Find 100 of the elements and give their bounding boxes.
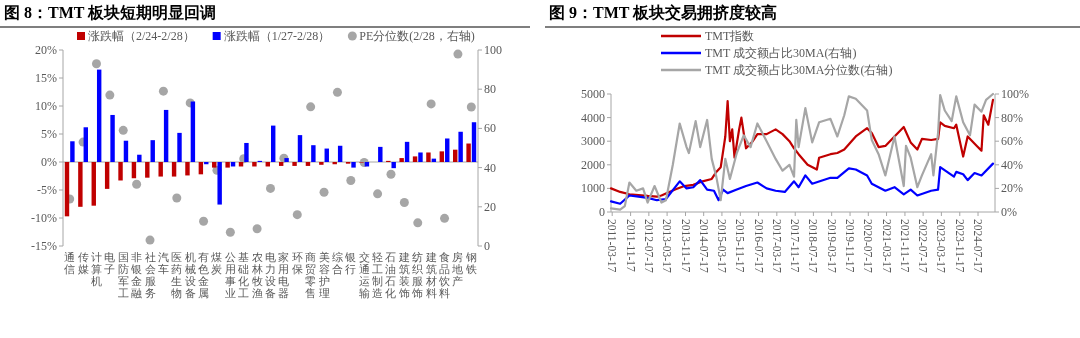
bar bbox=[137, 154, 142, 162]
x-tick-label: 2013-11-17 bbox=[679, 219, 692, 273]
legend-item: 涨跌幅（2/24-2/28） bbox=[77, 29, 195, 43]
bar bbox=[171, 162, 177, 177]
point bbox=[199, 216, 209, 226]
x-tick-label: 食品饮料 bbox=[438, 251, 451, 299]
y-tick-label: 4000 bbox=[581, 110, 605, 125]
x-tick-label: 电子 bbox=[104, 251, 116, 275]
x-tick-label: 2020-07-17 bbox=[862, 219, 875, 273]
y-tick-label: -15% bbox=[31, 239, 57, 253]
bar bbox=[412, 156, 418, 162]
y2-tick-label: 0% bbox=[1001, 205, 1017, 219]
point bbox=[399, 197, 409, 207]
x-tick-label: 商贸零售 bbox=[305, 251, 317, 299]
y2-tick-label: 100% bbox=[1001, 87, 1029, 101]
x-tick-label: 社会服务 bbox=[144, 251, 156, 299]
x-tick-label: 2021-11-17 bbox=[898, 219, 911, 273]
y2-tick-label: 60 bbox=[484, 121, 496, 136]
point bbox=[145, 235, 155, 245]
y-tick-label: 2000 bbox=[581, 157, 605, 172]
point bbox=[453, 49, 463, 59]
x-tick-label: 银行 bbox=[344, 251, 357, 275]
y-tick-label: 10% bbox=[35, 99, 57, 113]
bar bbox=[292, 162, 297, 166]
bar bbox=[252, 162, 257, 167]
bar bbox=[418, 152, 423, 162]
y-tick-label: 20% bbox=[35, 43, 57, 57]
y-tick-label: -5% bbox=[37, 183, 57, 197]
point bbox=[306, 102, 316, 112]
x-tick-label: 2015-11-17 bbox=[734, 219, 747, 273]
bar bbox=[163, 109, 169, 162]
point bbox=[466, 102, 476, 112]
y-tick-label: 5000 bbox=[581, 87, 605, 101]
point bbox=[225, 227, 235, 237]
point bbox=[332, 87, 342, 97]
legend-item: TMT指数 bbox=[661, 29, 755, 43]
x-tick-label: 美容护理 bbox=[317, 251, 330, 299]
bar bbox=[445, 138, 450, 162]
legend-item: 涨跌幅（1/27-2/28） bbox=[212, 29, 331, 43]
y2-tick-label: 40 bbox=[484, 160, 496, 175]
x-tick-label: 机械设备 bbox=[184, 251, 196, 299]
x-tick-label: 2019-11-17 bbox=[844, 219, 857, 273]
bar bbox=[96, 69, 102, 162]
x-tick-label: 综合 bbox=[331, 251, 343, 275]
legend-item: PE分位数(2/28，右轴) bbox=[347, 29, 475, 43]
x-tick-label: 2022-07-17 bbox=[917, 219, 930, 273]
point bbox=[132, 179, 142, 189]
bar bbox=[225, 162, 230, 168]
x-tick-label: 2023-11-17 bbox=[953, 219, 966, 273]
legend-label: TMT 成交额占比30MA分位数(右轴) bbox=[705, 63, 893, 77]
bar bbox=[278, 162, 284, 166]
point bbox=[292, 210, 302, 220]
x-tick-label: 2018-07-17 bbox=[807, 219, 820, 273]
y-tick-label: 0 bbox=[599, 205, 605, 219]
bar bbox=[64, 162, 70, 217]
x-tick-label: 建筑材料 bbox=[424, 251, 437, 299]
x-tick-label: 农林牧渔 bbox=[250, 251, 263, 299]
x-tick-label: 2017-11-17 bbox=[789, 219, 802, 273]
bar bbox=[185, 162, 190, 176]
bar bbox=[466, 143, 471, 162]
bar bbox=[439, 151, 445, 162]
x-tick-label: 2024-07-17 bbox=[972, 219, 985, 273]
point bbox=[413, 218, 423, 228]
y2-tick-label: 20 bbox=[484, 199, 496, 214]
y2-tick-label: 80 bbox=[484, 82, 496, 97]
x-tick-label: 钢铁 bbox=[464, 251, 477, 275]
x-tick-label: 2019-03-17 bbox=[825, 219, 838, 273]
x-tick-label: 国防军工 bbox=[117, 251, 129, 299]
bar bbox=[212, 162, 217, 168]
bar bbox=[110, 114, 115, 162]
bar bbox=[217, 162, 222, 205]
y-tick-label: -10% bbox=[31, 211, 57, 225]
legend-label: TMT指数 bbox=[705, 29, 755, 43]
x-tick-label: 石油石化 bbox=[385, 251, 397, 299]
y2-tick-label: 80% bbox=[1001, 110, 1023, 125]
y2-tick-label: 0 bbox=[484, 239, 490, 253]
x-tick-label: 2014-07-17 bbox=[697, 219, 710, 273]
y2-tick-label: 100 bbox=[484, 43, 502, 57]
legend-item: TMT 成交额占比30MA(右轴) bbox=[661, 46, 857, 60]
bar bbox=[426, 152, 431, 162]
bar bbox=[150, 140, 155, 162]
point bbox=[158, 86, 168, 96]
x-tick-label: 通信 bbox=[64, 251, 76, 275]
x-tick-label: 基础化工 bbox=[237, 251, 250, 299]
point bbox=[172, 193, 182, 203]
bar bbox=[190, 101, 196, 162]
bar bbox=[83, 127, 88, 162]
x-tick-label: 房地产 bbox=[451, 251, 464, 287]
bar bbox=[399, 158, 404, 162]
x-tick-label: 家用电器 bbox=[278, 251, 290, 299]
x-tick-label: 医药生物 bbox=[171, 251, 183, 299]
legend-item: TMT 成交额占比30MA分位数(右轴) bbox=[661, 63, 893, 77]
bar bbox=[391, 162, 396, 169]
bar bbox=[378, 146, 383, 162]
point bbox=[440, 213, 450, 223]
chart-title: 图 9：TMT 板块交易拥挤度较高 bbox=[549, 3, 778, 21]
x-tick-label: 纺织服饰 bbox=[411, 251, 424, 299]
x-tick-label: 2015-03-17 bbox=[715, 219, 728, 273]
bar bbox=[118, 162, 123, 181]
point bbox=[426, 99, 436, 109]
